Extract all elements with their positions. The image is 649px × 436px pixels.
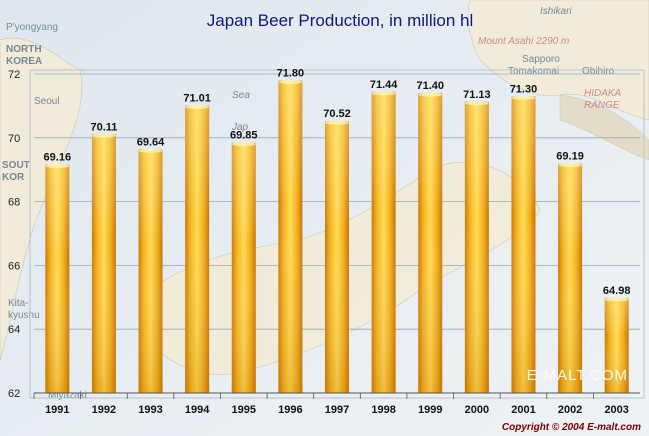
- bar-highlight: [278, 80, 303, 393]
- x-tick-label: 1994: [185, 404, 210, 416]
- copyright-text: Copyright © 2004 E-malt.com: [502, 422, 641, 433]
- x-tick-label: 1993: [138, 404, 162, 416]
- data-label: 69.16: [44, 152, 72, 164]
- data-label: 71.80: [277, 67, 305, 79]
- bar-foam: [231, 142, 256, 147]
- data-label: 71.30: [510, 83, 538, 95]
- bar-foam: [185, 105, 210, 110]
- bar-highlight: [45, 164, 70, 393]
- map-label-south-korea-2: KOR: [2, 172, 25, 183]
- x-tick-label: 1996: [278, 404, 302, 416]
- bar-highlight: [558, 163, 583, 393]
- x-tick-label: 2000: [465, 404, 489, 416]
- y-axis: 62 64 66 68 70 72: [8, 69, 20, 400]
- x-tick-label: 1999: [418, 404, 442, 416]
- bar-foam: [45, 164, 70, 169]
- x-tick-label: 1997: [325, 404, 349, 416]
- bar-foam: [604, 297, 629, 302]
- y-tick-label: 68: [8, 197, 20, 209]
- x-tick-label: 1995: [232, 404, 256, 416]
- watermark: E-MALT.COM: [527, 367, 628, 384]
- chart-title: Japan Beer Production, in million hl: [207, 11, 473, 30]
- map-label-sea-1: Sea: [232, 90, 250, 101]
- map-label-mount-asahi: Mount Asahi 2290 m: [478, 36, 569, 47]
- data-label: 69.19: [556, 151, 584, 163]
- bar-foam: [511, 95, 536, 100]
- data-label: 71.13: [463, 89, 491, 101]
- data-label: 71.40: [416, 80, 444, 92]
- data-label: 70.52: [323, 108, 351, 120]
- bar-highlight: [371, 91, 396, 393]
- data-label: 69.64: [137, 136, 165, 148]
- bar-highlight: [464, 101, 489, 394]
- bar-highlight: [325, 121, 349, 393]
- map-label-sapporo: Sapporo: [522, 54, 560, 65]
- x-axis: 1991 1992 1993 1994 1995 1996 1997 1998 1999 2000…: [33, 392, 640, 416]
- y-tick-label: 70: [8, 133, 20, 145]
- bar-foam: [91, 133, 116, 138]
- map-label-south-korea-1: SOUT: [2, 160, 30, 171]
- map-label-kita: Kita-: [8, 298, 29, 309]
- data-label: 64.98: [603, 285, 631, 297]
- map-label-north-korea-2: KOREA: [6, 56, 42, 67]
- bar-foam: [464, 101, 489, 106]
- x-tick-label: 2002: [558, 404, 582, 416]
- x-tick-label: 2003: [604, 404, 628, 416]
- map-label-pyongyang: P'yongyang: [6, 22, 58, 33]
- bar-highlight: [138, 149, 163, 393]
- bar-highlight: [91, 134, 116, 393]
- map-label-seoul: Seoul: [34, 96, 60, 107]
- map-label-hidaka-2: RANGE: [584, 100, 620, 111]
- bar-highlight: [604, 297, 629, 393]
- y-tick-label: 62: [8, 388, 20, 400]
- y-tick-label: 64: [8, 324, 20, 336]
- map-label-north-korea-1: NORTH: [6, 44, 42, 55]
- data-label: 70.11: [90, 121, 117, 133]
- bar-highlight: [511, 96, 536, 393]
- bar-foam: [278, 79, 303, 84]
- map-label-sea-2: Jap: [231, 122, 249, 133]
- map-label-tomakomai: Tomakomai: [508, 66, 559, 77]
- x-tick-label: 1991: [45, 404, 69, 416]
- x-tick-label: 1992: [92, 404, 116, 416]
- bar-highlight: [418, 93, 443, 393]
- bar-highlight: [231, 142, 256, 393]
- x-tick-label: 1998: [371, 404, 395, 416]
- map-label-kyushu: kyushu: [8, 310, 40, 321]
- bars: [45, 79, 629, 394]
- map-label-obihiro: Obihiro: [582, 66, 615, 77]
- data-labels: 69.16 70.11 69.64 71.01 69.85 71.80 70.52 71.44…: [44, 67, 631, 297]
- bar-foam: [371, 91, 396, 96]
- bar-foam: [325, 120, 349, 125]
- data-label: 71.01: [183, 93, 211, 105]
- bar-foam: [418, 92, 443, 97]
- map-label-ishikari: Ishikari: [540, 6, 572, 17]
- bar-foam: [138, 148, 163, 153]
- y-tick-label: 72: [8, 69, 20, 81]
- map-label-miyazaki: Miyazaki: [48, 390, 87, 401]
- plot-frame: [29, 69, 645, 399]
- data-label: 71.44: [370, 79, 398, 91]
- map-label-hidaka-1: HIDAKA: [584, 88, 622, 99]
- data-label: 69.85: [230, 130, 258, 142]
- bar-highlight: [185, 105, 210, 394]
- bar-foam: [558, 163, 583, 168]
- y-tick-label: 66: [8, 260, 20, 272]
- x-tick-label: 2001: [511, 404, 535, 416]
